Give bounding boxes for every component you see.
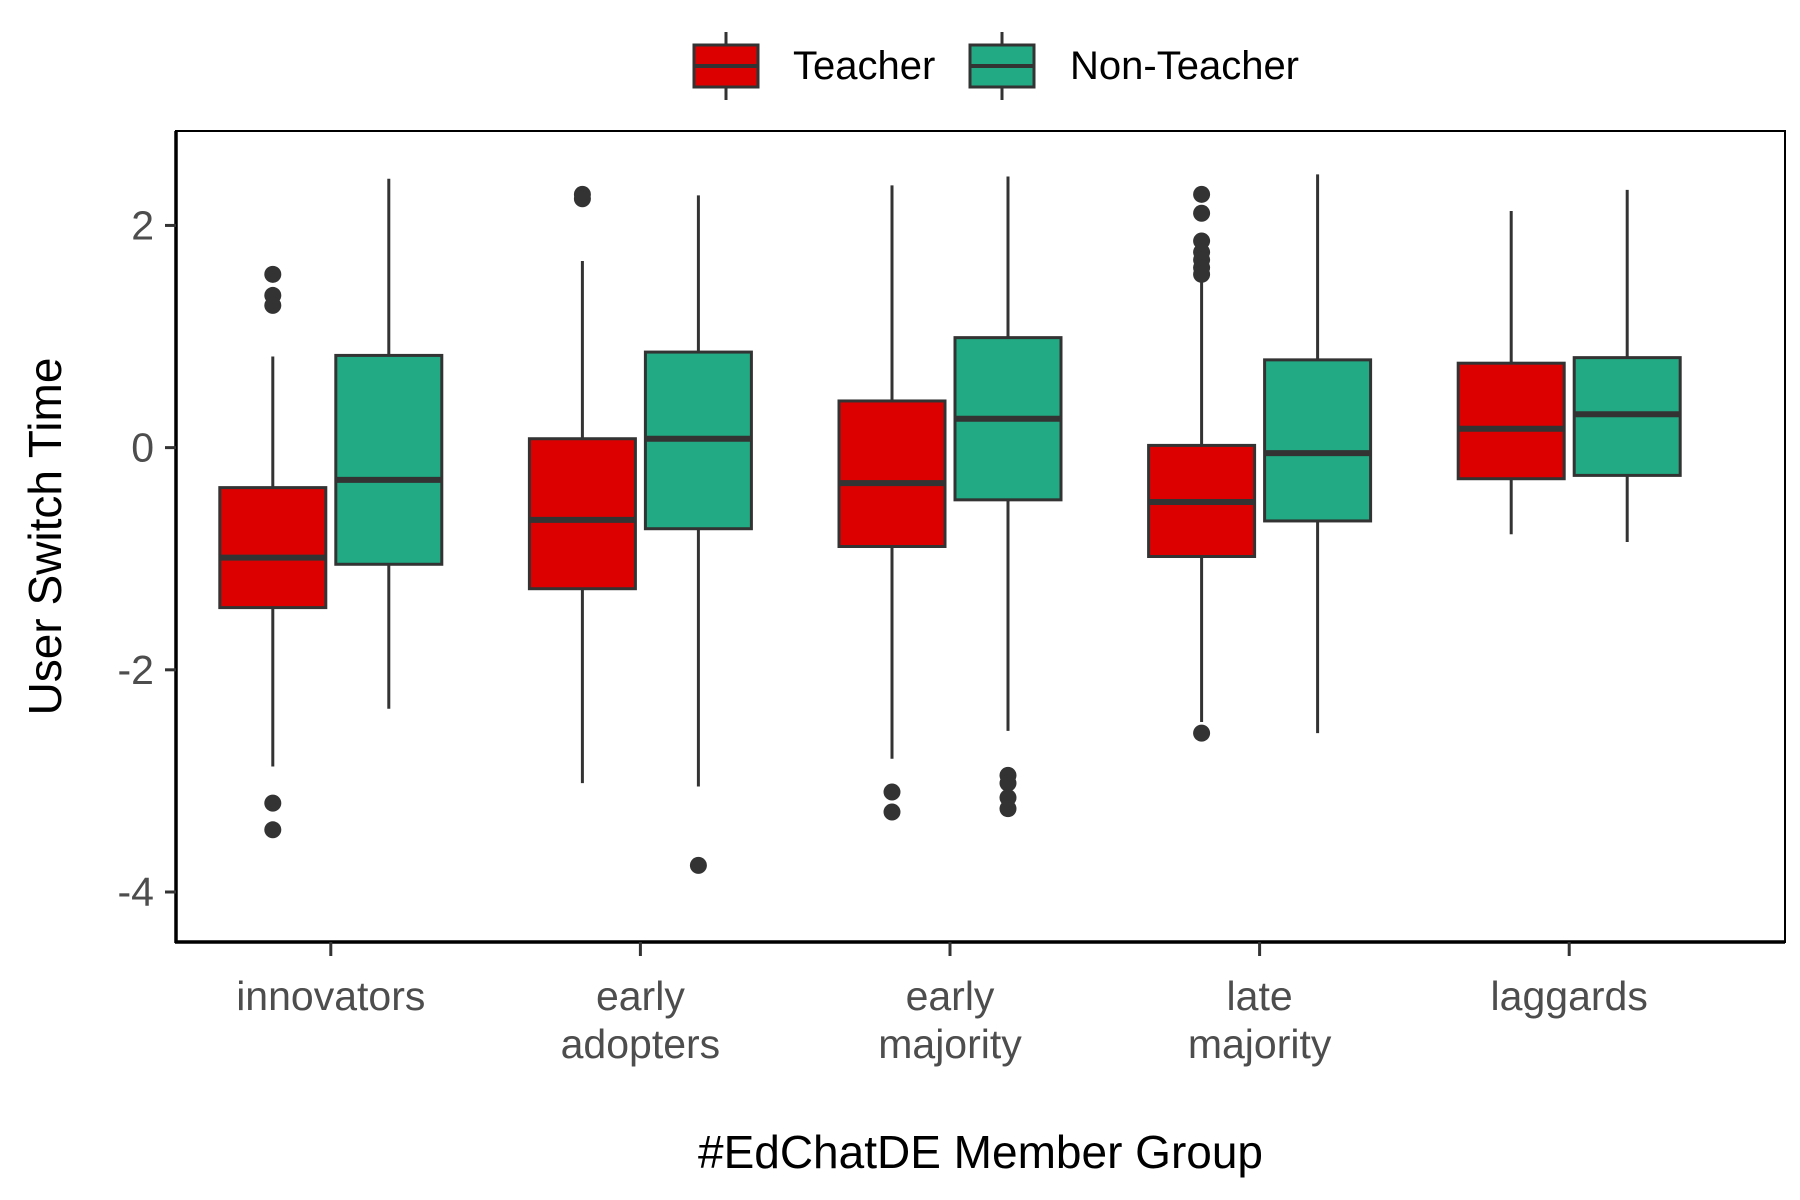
x-axis-title: #EdChatDE Member Group <box>698 1126 1263 1178</box>
x-tick-label-line: majority <box>878 1021 1022 1067</box>
outlier-point <box>264 794 282 812</box>
box-iqr <box>218 486 328 610</box>
box-iqr <box>1263 358 1373 523</box>
outlier-point <box>573 190 591 208</box>
outlier-point <box>1193 204 1211 222</box>
box-iqr <box>527 437 637 591</box>
box-teacher-innovators <box>218 265 328 839</box>
box-non-teacher-innovators <box>334 178 444 709</box>
outlier-point <box>999 774 1017 792</box>
x-tick-label-innovators: innovators <box>236 973 425 1019</box>
x-tick-label-line: innovators <box>236 973 425 1019</box>
box-non-teacher-early-adopters <box>643 195 753 874</box>
legend-label-non-teacher: Non-Teacher <box>1070 44 1299 88</box>
y-tick-label-2: 2 <box>131 202 154 248</box>
outlier-point <box>264 821 282 839</box>
outlier-point <box>1193 724 1211 742</box>
box-teacher-early-adopters <box>527 185 637 784</box>
box-teacher-late-majority <box>1147 185 1257 742</box>
legend-item-teacher: Teacher <box>692 32 935 100</box>
x-tick-label-laggards: laggards <box>1491 973 1648 1019</box>
y-axis-title: User Switch Time <box>19 358 71 716</box>
outlier-point <box>883 783 901 801</box>
box-iqr <box>837 399 947 548</box>
outlier-point <box>264 296 282 314</box>
outlier-point <box>999 800 1017 818</box>
y-tick-label-0: 0 <box>131 425 154 471</box>
legend: Teacher Non-Teacher <box>692 32 1299 100</box>
box-iqr <box>334 353 444 566</box>
outlier-point <box>883 803 901 821</box>
legend-label-teacher: Teacher <box>793 44 935 88</box>
x-tick-label-early-adopters: early adopters <box>561 973 721 1067</box>
y-tick-label-4: -4 <box>118 869 154 915</box>
y-tick-label-2: -2 <box>118 647 154 693</box>
x-tick-label-line: early <box>906 973 995 1019</box>
outlier-point <box>1193 185 1211 203</box>
outlier-point <box>689 856 707 874</box>
x-tick-label-early-majority: early majority <box>878 973 1022 1067</box>
box-non-teacher-laggards <box>1572 189 1682 543</box>
x-tick-label-late-majority: late majority <box>1188 973 1332 1067</box>
box-iqr <box>1456 361 1566 481</box>
outlier-point <box>1193 265 1211 283</box>
box-teacher-early-majority <box>837 185 947 821</box>
outlier-point <box>264 265 282 283</box>
plot-area <box>218 174 1682 874</box>
legend-item-non-teacher: Non-Teacher <box>968 32 1299 100</box>
x-tick-label-line: laggards <box>1491 973 1648 1019</box>
x-tick-label-line: early <box>596 973 685 1019</box>
box-non-teacher-early-majority <box>953 176 1063 818</box>
x-tick-label-line: late <box>1227 973 1293 1019</box>
box-teacher-laggards <box>1456 210 1566 535</box>
box-non-teacher-late-majority <box>1263 174 1373 734</box>
x-tick-label-line: adopters <box>561 1021 721 1067</box>
x-tick-label-line: majority <box>1188 1021 1332 1067</box>
